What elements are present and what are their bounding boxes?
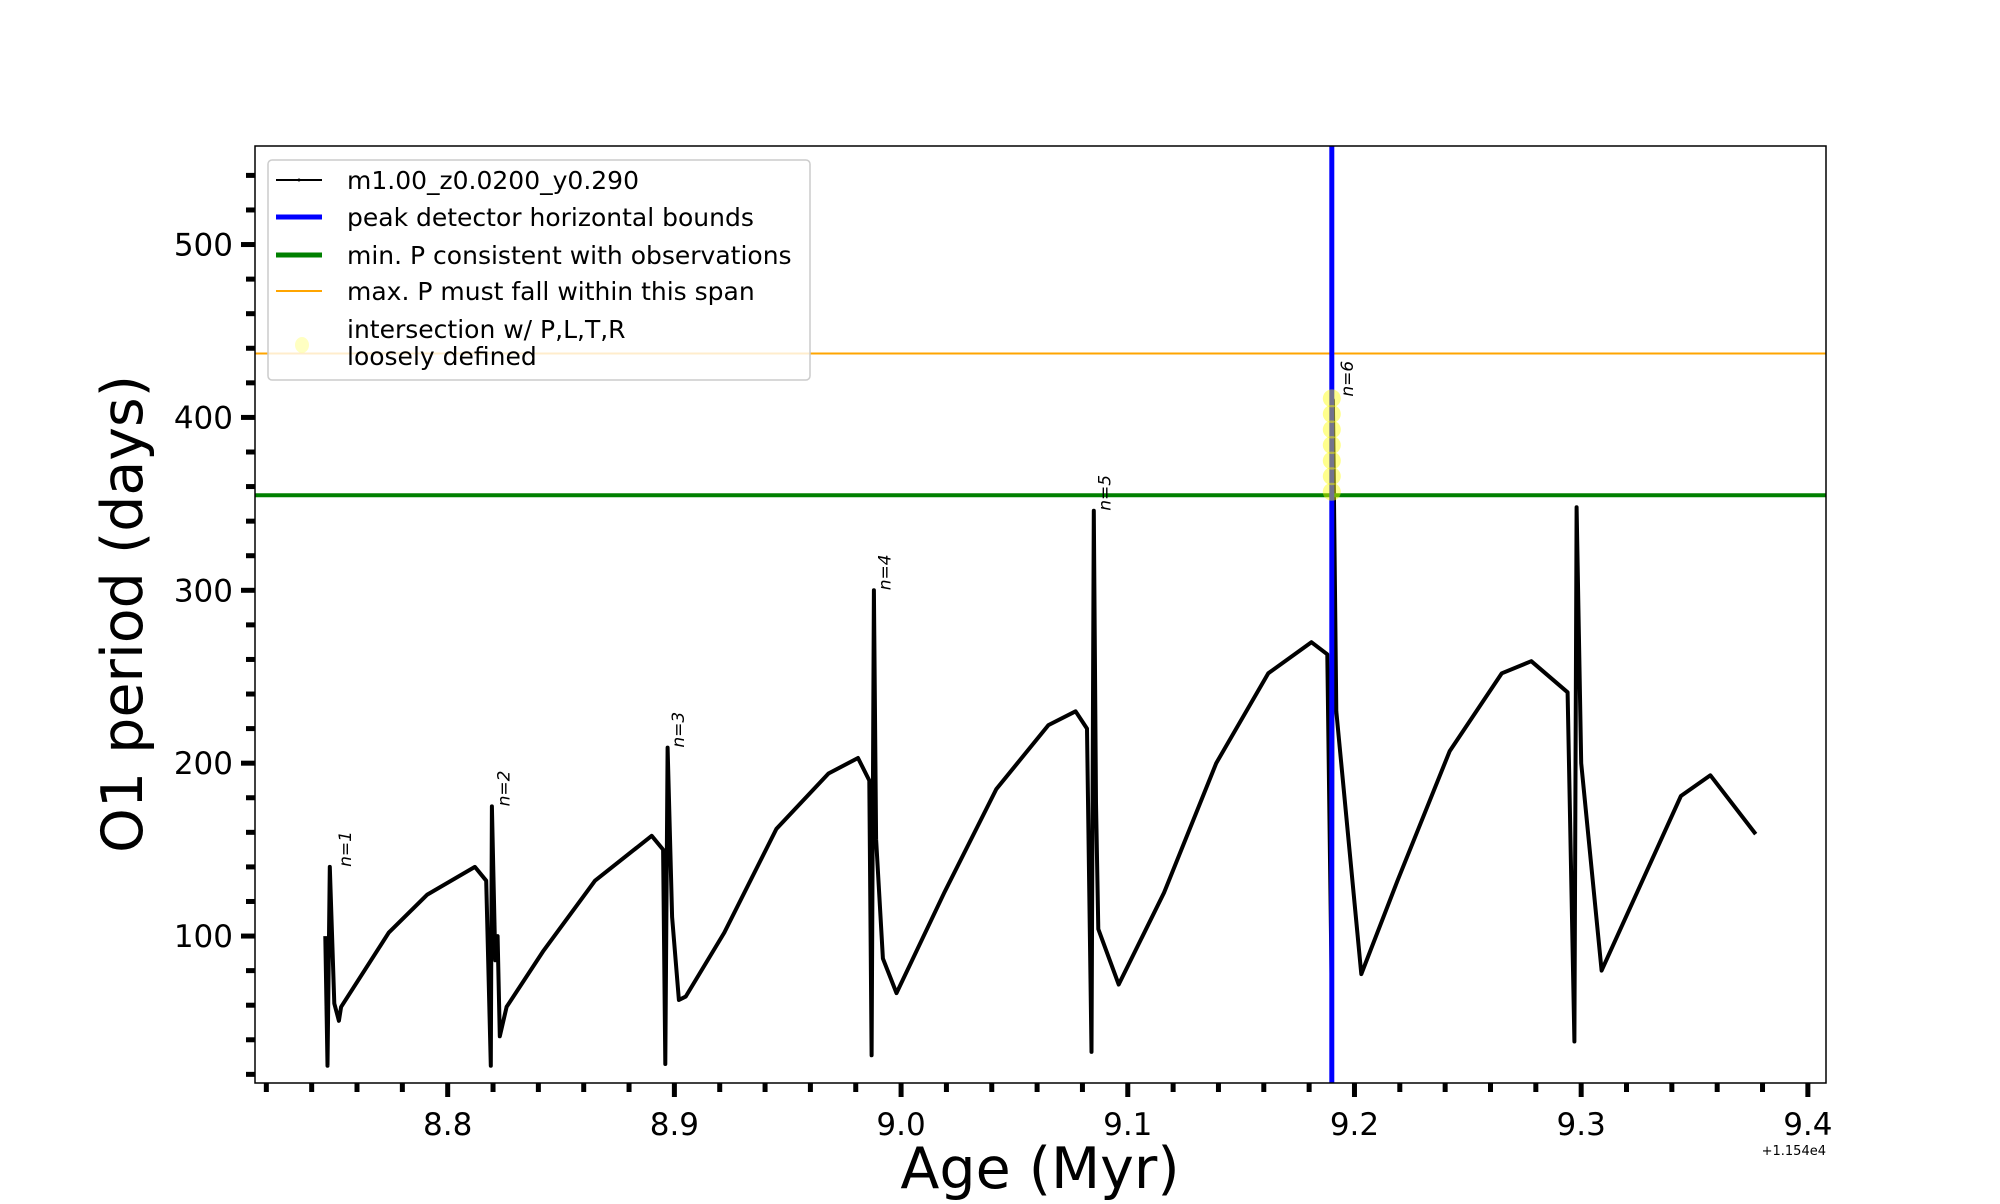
legend-label-orange: max. P must fall within this span (347, 277, 755, 306)
intersection-point-5 (1322, 404, 1341, 423)
legend-marker-model (297, 178, 301, 182)
legend-label-yellow-2: loosely defined (347, 342, 537, 371)
annotation-n3: n=3 (669, 712, 689, 748)
x-tick-label: 8.8 (423, 1107, 472, 1143)
legend: m1.00_z0.0200_y0.290 peak detector horiz… (267, 159, 811, 381)
annotation-n6: n=6 (1338, 361, 1358, 397)
intersection-point-6 (1322, 389, 1341, 408)
intersection-point-1 (1322, 467, 1341, 486)
y-tick-label: 500 (174, 228, 233, 264)
legend-box (267, 159, 811, 381)
x-tick-label: 9.4 (1783, 1107, 1832, 1143)
x-tick-label: 9.0 (876, 1107, 925, 1143)
y-axis-label: O1 period (days) (90, 375, 156, 853)
series-line-model (323, 398, 1758, 1068)
annotation-n2: n=2 (495, 771, 515, 807)
legend-label-model: m1.00_z0.0200_y0.290 (347, 166, 639, 195)
y-tick-label: 200 (174, 746, 233, 782)
intersection-point-2 (1322, 451, 1341, 470)
legend-marker-yellow (295, 337, 309, 353)
intersection-point-3 (1322, 436, 1341, 455)
x-tick-label: 9.1 (1103, 1107, 1152, 1143)
intersection-point-0 (1322, 482, 1341, 501)
x-tick-label: 8.9 (650, 1107, 699, 1143)
y-tick-label: 300 (174, 573, 233, 609)
legend-label-green: min. P consistent with observations (347, 241, 792, 270)
annotation-n4: n=4 (875, 554, 895, 590)
axes-frame (254, 145, 1827, 1084)
legend-label-blue: peak detector horizontal bounds (347, 203, 754, 232)
plot-area: n=1 n=2 n=3 n=4 n=5 n=6 (255, 146, 1826, 1083)
x-axis-label: Age (Myr) (900, 1136, 1179, 1200)
axis-ticks: 8.8 8.9 9.0 9.1 9.2 9.3 9.4 100 200 300 400 500 (174, 172, 1833, 1143)
intersection-point-4 (1322, 420, 1341, 439)
y-tick-label: 100 (174, 919, 233, 955)
legend-label-yellow-1: intersection w/ P,L,T,R (347, 315, 626, 344)
x-tick-label: 9.2 (1330, 1107, 1379, 1143)
x-offset-label: +1.154e4 (1762, 1144, 1826, 1159)
y-tick-label: 400 (174, 400, 233, 436)
x-tick-label: 9.3 (1557, 1107, 1606, 1143)
annotation-n5: n=5 (1095, 475, 1115, 511)
annotation-n1: n=1 (336, 831, 356, 867)
